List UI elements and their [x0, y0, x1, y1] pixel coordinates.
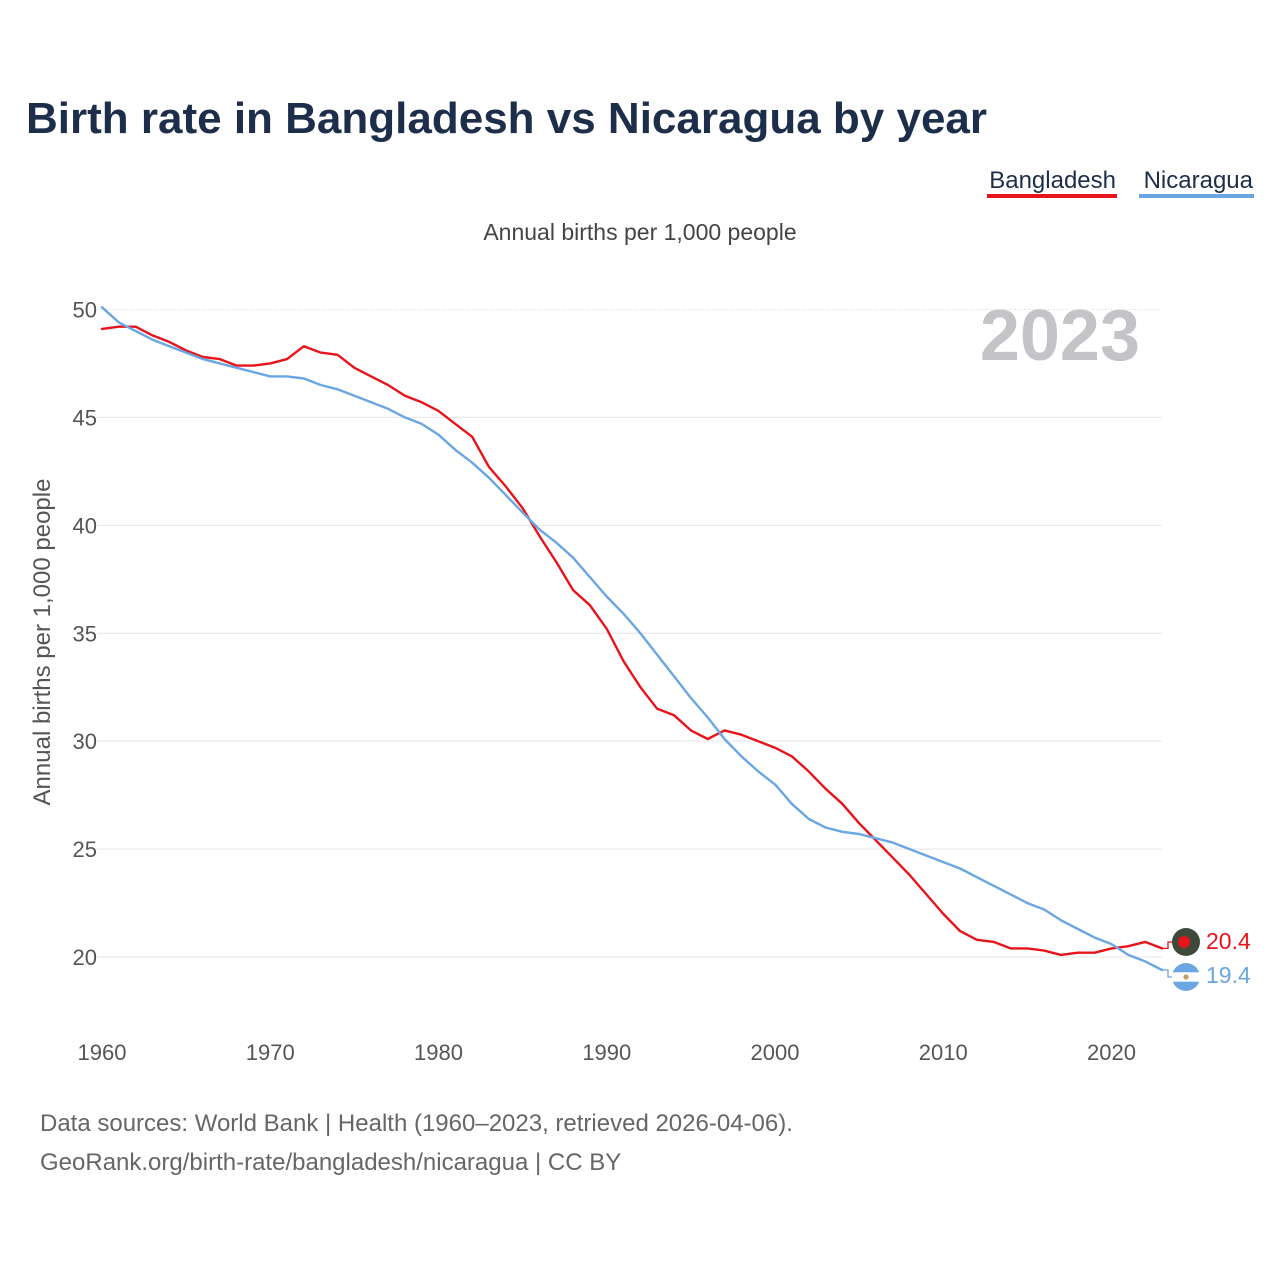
series-line-nicaragua [100, 306, 1164, 972]
legend-label-nicaragua: Nicaragua [1144, 167, 1254, 194]
y-tick-label: 35 [73, 621, 97, 646]
legend-label-bangladesh: Bangladesh [989, 167, 1116, 194]
gridlines [97, 308, 1162, 958]
x-tick-label: 1980 [414, 1040, 463, 1065]
x-tick-label: 1960 [78, 1040, 127, 1065]
y-axis-label: Annual births per 1,000 people [29, 479, 56, 806]
site-credit-link[interactable]: GeoRank.org/birth-rate/bangladesh/nicara… [40, 1149, 621, 1176]
end-markers: 20.4 19.4 [1162, 928, 1251, 991]
y-tick-label: 50 [73, 297, 97, 322]
x-tick-label: 2010 [919, 1040, 968, 1065]
year-label: 2023 [980, 296, 1140, 376]
y-tick-label: 40 [73, 513, 97, 538]
end-value-bangladesh: 20.4 [1206, 928, 1251, 954]
legend-item-bangladesh[interactable]: Bangladesh [987, 167, 1117, 198]
y-tick-label: 30 [73, 729, 97, 754]
legend: Bangladesh Nicaragua [987, 167, 1254, 198]
nicaragua-flag-icon [1172, 963, 1200, 991]
end-connector-bangladesh [1162, 941, 1172, 950]
end-value-nicaragua: 19.4 [1206, 962, 1251, 988]
legend-swatch-bangladesh [987, 194, 1117, 198]
x-tick-label: 2000 [751, 1040, 800, 1065]
legend-swatch-nicaragua [1139, 194, 1254, 198]
chart-subtitle: Annual births per 1,000 people [483, 219, 796, 245]
y-axis-ticks: 20 25 30 35 40 45 50 [73, 297, 97, 970]
series-line-bangladesh [100, 325, 1164, 957]
x-tick-label: 1990 [582, 1040, 631, 1065]
chart-title: Birth rate in Bangladesh vs Nicaragua by… [26, 94, 987, 143]
y-tick-label: 25 [73, 837, 97, 862]
y-tick-label: 20 [73, 945, 97, 970]
x-tick-label: 1970 [246, 1040, 295, 1065]
source-text: Data sources: World Bank | Health (1960–… [40, 1110, 793, 1137]
legend-item-nicaragua[interactable]: Nicaragua [1139, 167, 1254, 198]
series-lines [100, 306, 1164, 972]
x-tick-label: 2020 [1087, 1040, 1136, 1065]
end-connector-nicaragua [1162, 969, 1172, 978]
x-axis-ticks: 1960 1970 1980 1990 2000 2010 2020 [78, 1040, 1136, 1065]
y-tick-label: 45 [73, 405, 97, 430]
bangladesh-flag-icon [1172, 928, 1200, 956]
